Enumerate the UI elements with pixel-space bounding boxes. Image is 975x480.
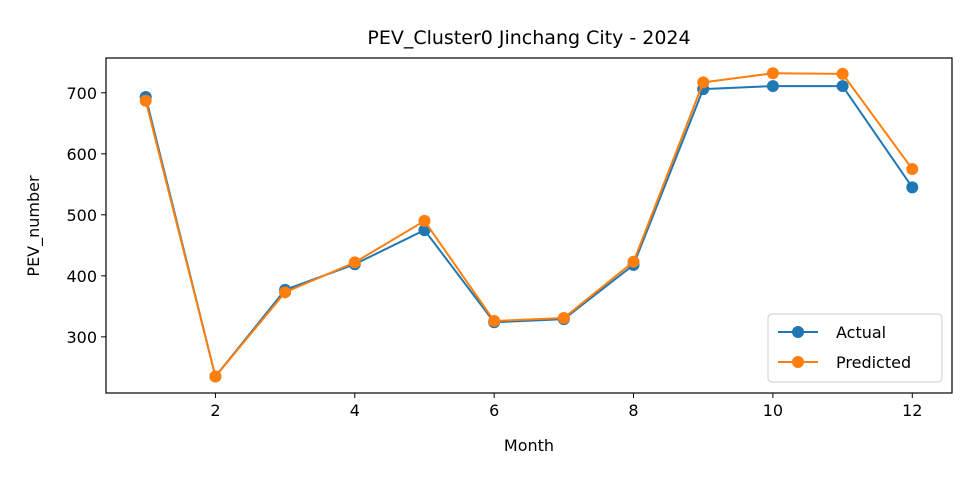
y-tick-label: 500 bbox=[66, 206, 97, 225]
legend-label-actual: Actual bbox=[836, 323, 886, 342]
x-tick-label: 12 bbox=[902, 401, 922, 420]
y-axis-label: PEV_number bbox=[24, 175, 44, 277]
x-tick-label: 4 bbox=[350, 401, 360, 420]
data-point-predicted bbox=[488, 314, 501, 327]
data-point-predicted bbox=[906, 163, 919, 176]
x-tick-label: 8 bbox=[628, 401, 638, 420]
y-tick-label: 600 bbox=[66, 145, 97, 164]
legend-marker-predicted bbox=[792, 356, 804, 368]
y-tick-label: 300 bbox=[66, 328, 97, 347]
y-axis-ticks: 300 400 500 600 700 bbox=[66, 84, 106, 347]
x-tick-label: 10 bbox=[763, 401, 783, 420]
data-point-predicted bbox=[627, 255, 640, 268]
data-point-actual bbox=[836, 80, 849, 93]
legend-label-predicted: Predicted bbox=[836, 353, 911, 372]
x-tick-label: 6 bbox=[489, 401, 499, 420]
data-point-predicted bbox=[279, 286, 292, 299]
data-point-predicted bbox=[836, 67, 849, 80]
data-point-predicted bbox=[766, 67, 779, 80]
data-point-actual bbox=[418, 224, 431, 237]
y-tick-label: 700 bbox=[66, 84, 97, 103]
series-line-actual bbox=[144, 85, 914, 379]
data-point-predicted bbox=[418, 214, 431, 227]
data-point-predicted bbox=[697, 76, 710, 89]
series-line-predicted bbox=[144, 72, 914, 379]
data-point-actual bbox=[766, 80, 779, 93]
chart-title: PEV_Cluster0 Jinchang City - 2024 bbox=[367, 27, 690, 49]
data-point-predicted bbox=[557, 311, 570, 324]
data-point-predicted bbox=[209, 370, 222, 383]
plot-area bbox=[139, 67, 919, 383]
plot-frame bbox=[105, 57, 953, 394]
x-tick-label: 2 bbox=[210, 401, 220, 420]
y-tick-label: 400 bbox=[66, 267, 97, 286]
legend: Actual Predicted bbox=[767, 313, 943, 383]
x-axis-label: Month bbox=[504, 436, 554, 455]
x-axis-ticks: 2 4 6 8 10 12 bbox=[210, 393, 922, 420]
data-point-predicted bbox=[139, 94, 152, 107]
data-point-actual bbox=[906, 181, 919, 194]
data-point-predicted bbox=[348, 256, 361, 269]
legend-marker-actual bbox=[792, 326, 804, 338]
